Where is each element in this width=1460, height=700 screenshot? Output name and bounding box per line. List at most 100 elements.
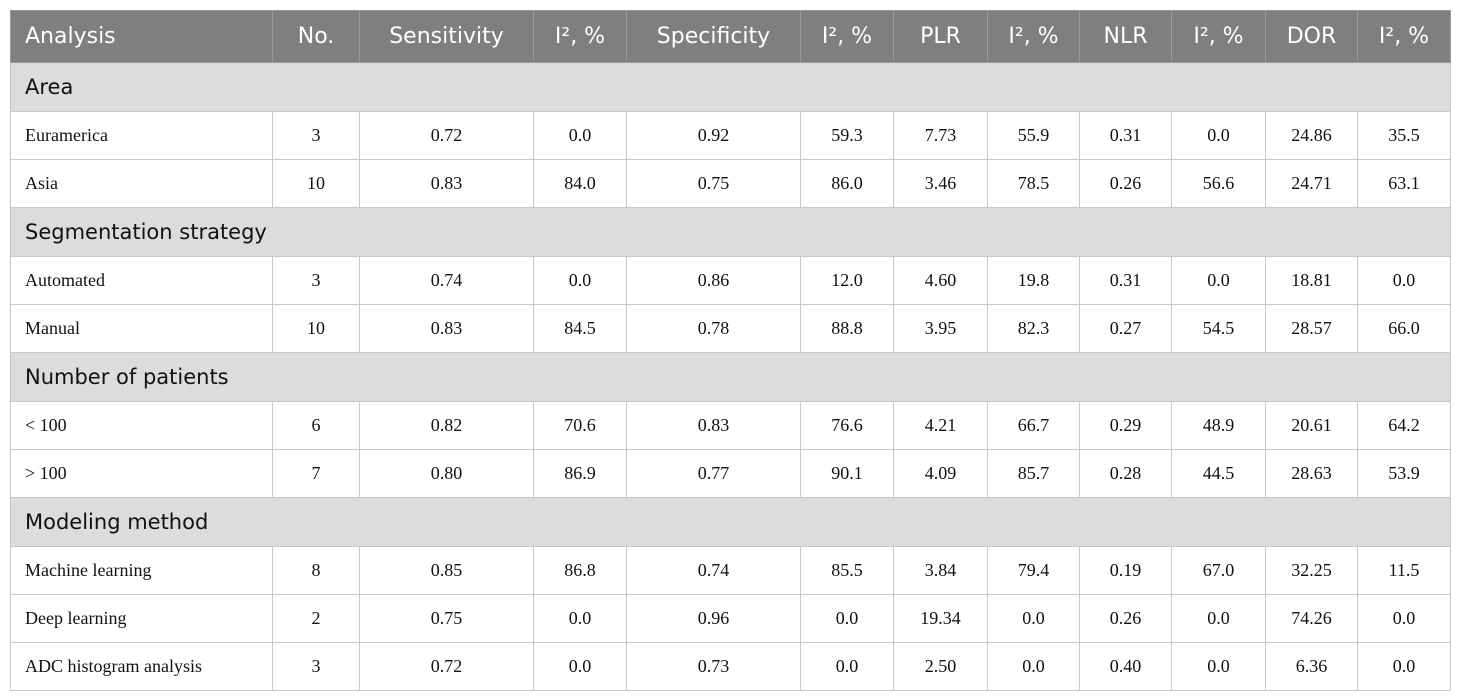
value-cell: 70.6 bbox=[533, 401, 627, 450]
value-cell: 0.31 bbox=[1079, 111, 1172, 160]
section-title: Number of patients bbox=[10, 352, 1451, 402]
value-cell: 85.7 bbox=[987, 449, 1080, 498]
data-row: Asia 10 0.83 84.0 0.75 86.0 3.46 78.5 0.26 56.6 24… bbox=[10, 159, 1451, 208]
value-cell: 63.1 bbox=[1357, 159, 1451, 208]
value-cell: 86.9 bbox=[533, 449, 627, 498]
row-label: Manual bbox=[10, 304, 273, 353]
value-cell: 0.26 bbox=[1079, 594, 1172, 643]
results-table: Analysis No. Sensitivity I², % Specificity I²… bbox=[10, 10, 1451, 691]
header-cell: I², % bbox=[1171, 10, 1266, 63]
value-cell: 0.31 bbox=[1079, 256, 1172, 305]
header-cell: I², % bbox=[800, 10, 894, 63]
value-cell: 55.9 bbox=[987, 111, 1080, 160]
value-cell: 0.0 bbox=[1357, 594, 1451, 643]
value-cell: 78.5 bbox=[987, 159, 1080, 208]
value-cell: 10 bbox=[272, 304, 360, 353]
row-label: Asia bbox=[10, 159, 273, 208]
section-row: Modeling method bbox=[10, 497, 1451, 547]
value-cell: 24.86 bbox=[1265, 111, 1358, 160]
value-cell: 86.8 bbox=[533, 546, 627, 595]
value-cell: 10 bbox=[272, 159, 360, 208]
value-cell: 0.0 bbox=[1171, 256, 1266, 305]
section-title: Area bbox=[10, 62, 1451, 112]
header-cell: PLR bbox=[893, 10, 988, 63]
value-cell: 88.8 bbox=[800, 304, 894, 353]
value-cell: 0.96 bbox=[626, 594, 801, 643]
value-cell: 3 bbox=[272, 256, 360, 305]
value-cell: 7 bbox=[272, 449, 360, 498]
value-cell: 0.85 bbox=[359, 546, 534, 595]
value-cell: 64.2 bbox=[1357, 401, 1451, 450]
value-cell: 90.1 bbox=[800, 449, 894, 498]
value-cell: 82.3 bbox=[987, 304, 1080, 353]
value-cell: 0.0 bbox=[533, 111, 627, 160]
row-label: ADC histogram analysis bbox=[10, 642, 273, 691]
value-cell: 48.9 bbox=[1171, 401, 1266, 450]
value-cell: 76.6 bbox=[800, 401, 894, 450]
value-cell: 44.5 bbox=[1171, 449, 1266, 498]
value-cell: 0.83 bbox=[626, 401, 801, 450]
value-cell: 20.61 bbox=[1265, 401, 1358, 450]
value-cell: 0.80 bbox=[359, 449, 534, 498]
value-cell: 12.0 bbox=[800, 256, 894, 305]
value-cell: 85.5 bbox=[800, 546, 894, 595]
data-row: Deep learning 2 0.75 0.0 0.96 0.0 19.34 0.0 0.26… bbox=[10, 594, 1451, 643]
value-cell: 0.75 bbox=[359, 594, 534, 643]
header-cell: No. bbox=[272, 10, 360, 63]
value-cell: 0.0 bbox=[1357, 642, 1451, 691]
value-cell: 66.7 bbox=[987, 401, 1080, 450]
value-cell: 74.26 bbox=[1265, 594, 1358, 643]
header-cell: Sensitivity bbox=[359, 10, 534, 63]
row-label: Deep learning bbox=[10, 594, 273, 643]
value-cell: 0.77 bbox=[626, 449, 801, 498]
data-row: > 100 7 0.80 86.9 0.77 90.1 4.09 85.7 0.28 44.5 28… bbox=[10, 449, 1451, 498]
data-row: Automated 3 0.74 0.0 0.86 12.0 4.60 19.8 0.31 0.0… bbox=[10, 256, 1451, 305]
value-cell: 0.19 bbox=[1079, 546, 1172, 595]
value-cell: 0.0 bbox=[533, 642, 627, 691]
value-cell: 0.74 bbox=[626, 546, 801, 595]
value-cell: 2.50 bbox=[893, 642, 988, 691]
value-cell: 0.27 bbox=[1079, 304, 1172, 353]
header-cell: Specificity bbox=[626, 10, 801, 63]
value-cell: 28.63 bbox=[1265, 449, 1358, 498]
value-cell: 86.0 bbox=[800, 159, 894, 208]
value-cell: 6 bbox=[272, 401, 360, 450]
value-cell: 0.0 bbox=[800, 594, 894, 643]
row-label: Euramerica bbox=[10, 111, 273, 160]
row-label: Machine learning bbox=[10, 546, 273, 595]
value-cell: 18.81 bbox=[1265, 256, 1358, 305]
value-cell: 32.25 bbox=[1265, 546, 1358, 595]
row-label: < 100 bbox=[10, 401, 273, 450]
data-row: ADC histogram analysis 3 0.72 0.0 0.73 0.0 2.5… bbox=[10, 642, 1451, 691]
value-cell: 0.0 bbox=[800, 642, 894, 691]
value-cell: 0.28 bbox=[1079, 449, 1172, 498]
value-cell: 0.0 bbox=[987, 594, 1080, 643]
section-title: Modeling method bbox=[10, 497, 1451, 547]
row-label: Automated bbox=[10, 256, 273, 305]
data-row: Manual 10 0.83 84.5 0.78 88.8 3.95 82.3 0.27 54.5… bbox=[10, 304, 1451, 353]
value-cell: 0.0 bbox=[1171, 594, 1266, 643]
data-row: Machine learning 8 0.85 86.8 0.74 85.5 3.84 79.… bbox=[10, 546, 1451, 595]
value-cell: 0.0 bbox=[533, 594, 627, 643]
table-body: Area Euramerica 3 0.72 0.0 0.92 59.3 7.73 55.9 0.… bbox=[10, 62, 1451, 691]
header-row: Analysis No. Sensitivity I², % Specificity I²… bbox=[10, 10, 1451, 63]
value-cell: 19.34 bbox=[893, 594, 988, 643]
header-cell: I², % bbox=[987, 10, 1080, 63]
value-cell: 54.5 bbox=[1171, 304, 1266, 353]
value-cell: 3.95 bbox=[893, 304, 988, 353]
value-cell: 24.71 bbox=[1265, 159, 1358, 208]
row-label: > 100 bbox=[10, 449, 273, 498]
value-cell: 0.26 bbox=[1079, 159, 1172, 208]
value-cell: 0.0 bbox=[533, 256, 627, 305]
value-cell: 3.46 bbox=[893, 159, 988, 208]
value-cell: 0.72 bbox=[359, 111, 534, 160]
value-cell: 8 bbox=[272, 546, 360, 595]
header-cell: DOR bbox=[1265, 10, 1358, 63]
value-cell: 56.6 bbox=[1171, 159, 1266, 208]
section-row: Segmentation strategy bbox=[10, 207, 1451, 257]
header-cell: NLR bbox=[1079, 10, 1172, 63]
value-cell: 53.9 bbox=[1357, 449, 1451, 498]
data-row: < 100 6 0.82 70.6 0.83 76.6 4.21 66.7 0.29 48.9 20… bbox=[10, 401, 1451, 450]
value-cell: 0.75 bbox=[626, 159, 801, 208]
